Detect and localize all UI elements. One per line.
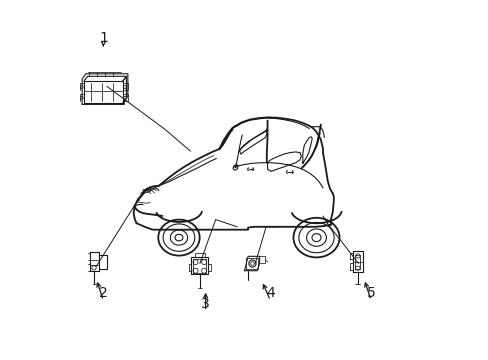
- Circle shape: [80, 86, 83, 89]
- Circle shape: [355, 254, 359, 258]
- Circle shape: [248, 260, 256, 267]
- Circle shape: [80, 96, 83, 99]
- Circle shape: [92, 266, 96, 270]
- Text: 1: 1: [99, 31, 107, 45]
- Circle shape: [250, 262, 254, 265]
- Text: 4: 4: [265, 287, 274, 300]
- Circle shape: [201, 260, 206, 265]
- Circle shape: [355, 266, 359, 270]
- Circle shape: [193, 268, 198, 273]
- Text: 5: 5: [366, 287, 375, 300]
- Circle shape: [123, 96, 126, 99]
- Circle shape: [201, 268, 206, 273]
- Circle shape: [193, 260, 198, 265]
- Text: 2: 2: [99, 287, 107, 300]
- Circle shape: [123, 86, 126, 89]
- Text: 3: 3: [201, 297, 209, 311]
